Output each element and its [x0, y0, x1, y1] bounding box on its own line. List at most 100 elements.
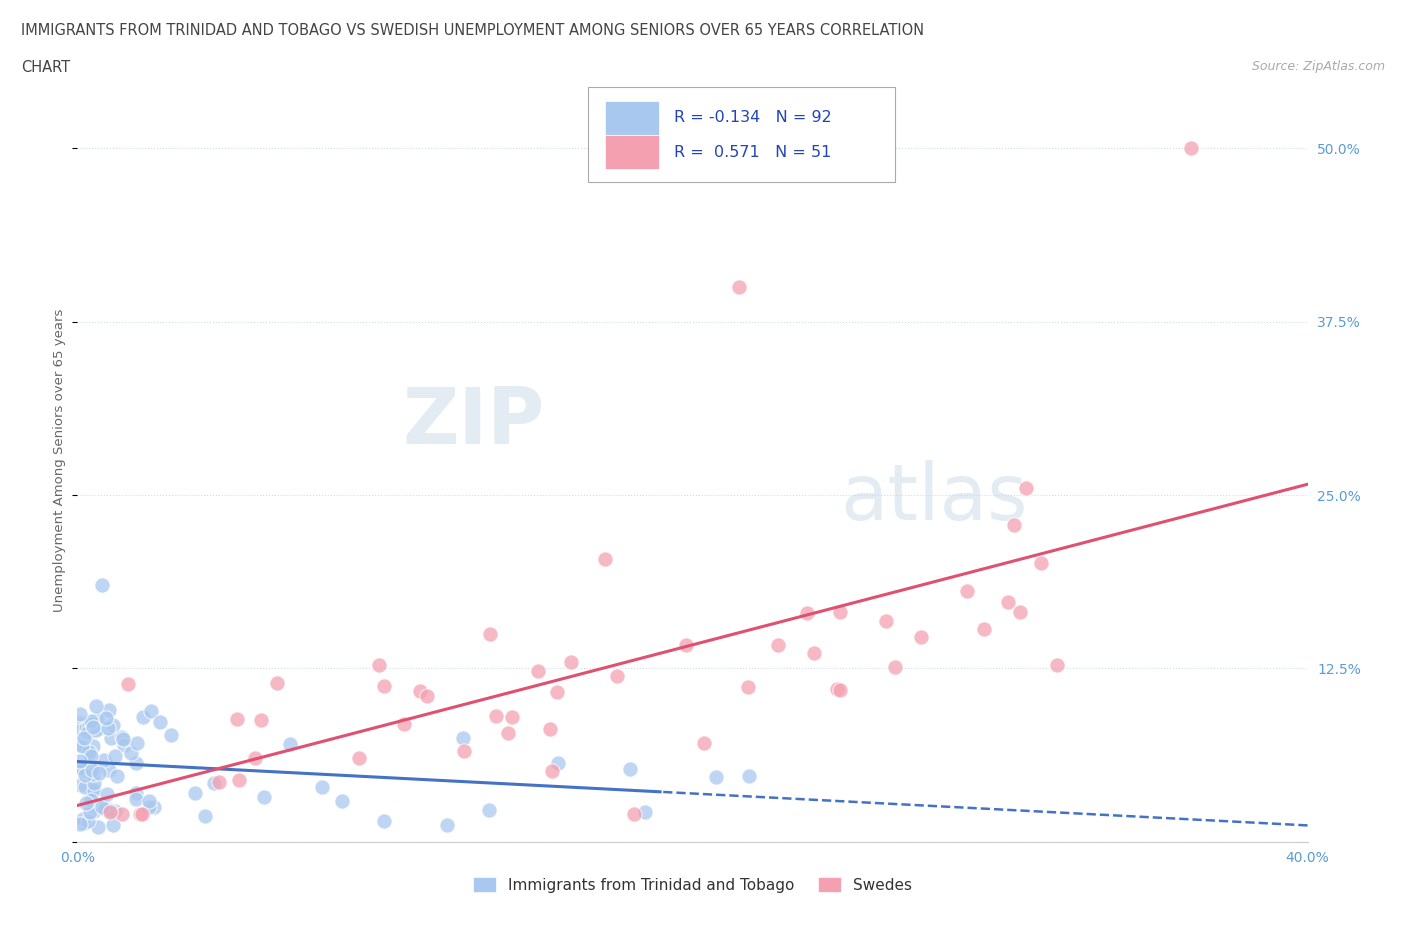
Point [112, 737, 135, 752]
Text: CHART: CHART [21, 60, 70, 75]
Point [90, 578, 114, 592]
Point [619, 761, 641, 776]
Point [82, 717, 104, 732]
Point [194, 809, 217, 824]
FancyBboxPatch shape [605, 136, 659, 169]
Point [453, 744, 475, 759]
Point [149, 715, 172, 730]
Text: Source: ZipAtlas.com: Source: ZipAtlas.com [1251, 60, 1385, 73]
Point [436, 817, 458, 832]
Point [910, 630, 932, 644]
Point [796, 605, 818, 620]
Point [451, 730, 474, 745]
Point [73, 780, 96, 795]
Point [373, 814, 395, 829]
Point [416, 689, 439, 704]
Point [73, 816, 96, 830]
Point [72, 812, 94, 827]
Point [77, 814, 100, 829]
Point [560, 655, 582, 670]
Point [98, 804, 121, 819]
Point [541, 764, 564, 778]
Point [243, 751, 266, 765]
Point [69, 817, 91, 831]
Point [347, 751, 370, 765]
Point [87, 819, 110, 834]
Point [803, 645, 825, 660]
Legend: Immigrants from Trinidad and Tobago, Swedes: Immigrants from Trinidad and Tobago, Swe… [467, 870, 918, 898]
Point [479, 626, 502, 641]
Text: ZIP: ZIP [402, 384, 546, 460]
Point [86, 760, 108, 775]
Point [606, 669, 628, 684]
Point [250, 712, 273, 727]
Point [83, 776, 105, 790]
Point [100, 804, 122, 818]
Point [253, 790, 276, 804]
Point [208, 774, 231, 789]
Point [76, 725, 98, 740]
Point [546, 684, 568, 699]
Point [675, 638, 697, 653]
Point [120, 746, 142, 761]
Point [103, 804, 125, 818]
Point [97, 703, 120, 718]
Point [593, 551, 616, 566]
Point [1002, 517, 1025, 532]
Point [111, 729, 134, 744]
Point [79, 804, 101, 819]
Point [73, 731, 96, 746]
Point [69, 724, 91, 738]
Point [104, 749, 127, 764]
Text: R =  0.571   N = 51: R = 0.571 N = 51 [673, 145, 831, 160]
Point [97, 763, 120, 777]
Point [80, 749, 103, 764]
Point [105, 768, 128, 783]
Point [997, 594, 1019, 609]
Point [311, 779, 333, 794]
Point [142, 799, 165, 814]
Point [89, 765, 111, 780]
Point [125, 786, 148, 801]
Point [956, 584, 979, 599]
Point [132, 710, 155, 724]
Point [77, 719, 100, 734]
Point [633, 804, 655, 819]
Point [367, 658, 389, 672]
Point [409, 684, 432, 698]
Point [501, 710, 523, 724]
Point [973, 621, 995, 636]
Point [228, 772, 250, 787]
Point [692, 736, 714, 751]
Point [75, 768, 97, 783]
Point [70, 738, 93, 753]
Point [538, 721, 561, 736]
Point [91, 799, 114, 814]
Point [111, 806, 134, 821]
Point [125, 736, 148, 751]
Point [94, 800, 117, 815]
Point [527, 664, 550, 679]
Point [204, 776, 226, 790]
Point [828, 682, 851, 697]
Point [875, 614, 897, 629]
Point [1029, 555, 1052, 570]
Point [1010, 604, 1032, 619]
Point [69, 754, 91, 769]
Point [704, 770, 727, 785]
Point [278, 737, 301, 751]
Point [117, 677, 139, 692]
Point [72, 763, 94, 777]
Point [82, 720, 104, 735]
Point [124, 791, 146, 806]
Point [478, 803, 501, 817]
Point [70, 761, 93, 776]
Point [138, 793, 160, 808]
Point [373, 678, 395, 693]
Point [84, 721, 107, 736]
Point [97, 721, 120, 736]
Point [547, 755, 569, 770]
Point [830, 604, 852, 619]
Point [84, 723, 107, 737]
Point [738, 768, 761, 783]
